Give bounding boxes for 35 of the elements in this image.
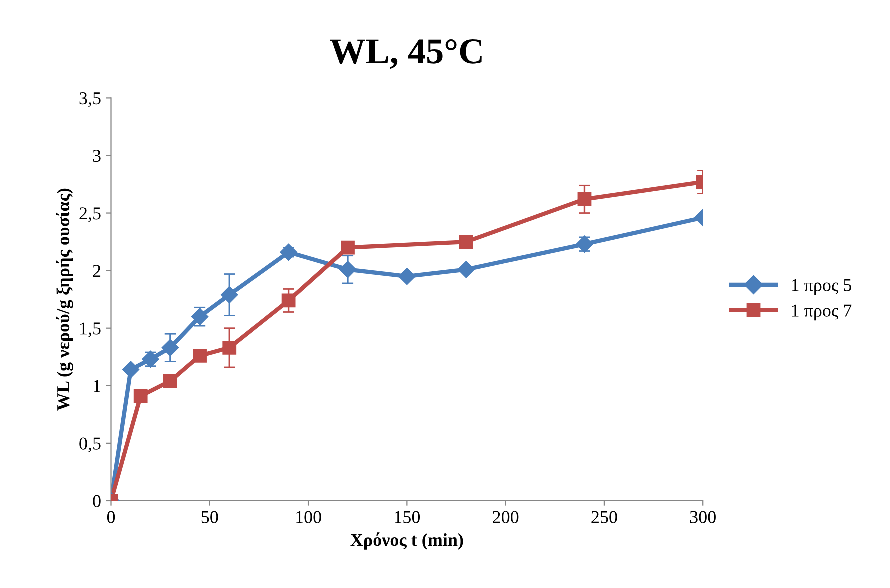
point xyxy=(222,340,237,355)
point xyxy=(398,268,416,286)
point xyxy=(339,261,357,278)
point xyxy=(122,361,140,378)
x-tick-label: 200 xyxy=(493,511,519,524)
x-axis-title: Χρόνος t (min) xyxy=(350,532,464,550)
point xyxy=(162,339,179,356)
y-tick-label: 3,5 xyxy=(80,92,101,108)
y-tick-label: 1,5 xyxy=(80,322,101,338)
y-tick-label: 3 xyxy=(93,150,101,162)
point xyxy=(282,294,296,308)
point xyxy=(458,261,475,278)
x-tick-label: 0 xyxy=(107,511,116,524)
x-tick-label: 150 xyxy=(395,511,420,524)
y-tick-label: 1 xyxy=(94,380,100,392)
point xyxy=(163,374,178,388)
y-axis-title: WL (g νερού/g ξηρής ουσίας) xyxy=(56,188,74,411)
y-tick-label: 0 xyxy=(93,495,101,508)
point xyxy=(341,240,355,255)
x-tick-label: 50 xyxy=(202,511,218,524)
legend-label: 1 προς 7 xyxy=(792,304,852,321)
y-tick-label: 2 xyxy=(93,265,101,278)
legend-label: 1 προς 5 xyxy=(792,279,852,296)
y-tick-label: 2,5 xyxy=(80,208,101,222)
point xyxy=(134,389,148,404)
x-tick-label: 250 xyxy=(592,511,618,524)
point xyxy=(459,235,474,249)
y-tick-label: 0,5 xyxy=(80,438,101,452)
point xyxy=(193,349,207,363)
point xyxy=(221,286,238,304)
x-tick-label: 300 xyxy=(690,511,716,524)
point xyxy=(280,244,298,261)
point xyxy=(578,192,592,206)
chart-title: WL, 45°C xyxy=(330,39,482,70)
x-tick-label: 100 xyxy=(296,511,322,524)
